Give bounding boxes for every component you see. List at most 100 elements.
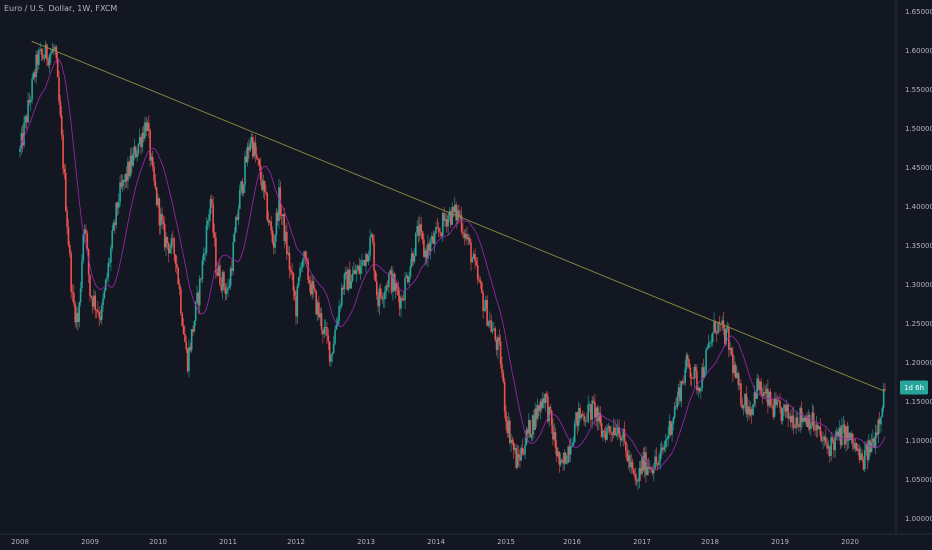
candle-body xyxy=(495,339,498,350)
candle-body xyxy=(750,409,753,415)
candle-body xyxy=(759,381,761,390)
price-axis[interactable]: 1.65000 1.60000 1.55000 1.50000 1.45000 1.400… xyxy=(905,8,932,523)
candle-body xyxy=(602,430,604,437)
candle-body xyxy=(614,427,616,436)
candle-body xyxy=(55,46,58,59)
candle-body xyxy=(119,182,121,203)
time-tick-label: 2011 xyxy=(219,538,237,546)
candle-body xyxy=(631,461,634,469)
candle-body xyxy=(818,426,820,430)
candle-body xyxy=(177,267,179,285)
candle-body xyxy=(763,392,765,397)
candle-body xyxy=(884,389,886,390)
trendline[interactable] xyxy=(31,40,886,392)
candle-body xyxy=(382,299,385,300)
candle-body xyxy=(443,213,445,222)
candle-body xyxy=(166,236,169,244)
candle-body xyxy=(784,404,787,412)
candle-body xyxy=(159,213,162,226)
candle-body xyxy=(205,225,208,253)
candle-body xyxy=(219,265,221,285)
candle-body xyxy=(212,204,214,233)
candle-body xyxy=(441,213,444,237)
candle-body xyxy=(520,447,523,461)
candle-body xyxy=(512,442,515,450)
candle-body xyxy=(150,156,153,161)
candle-body xyxy=(713,321,715,333)
candle-body xyxy=(78,302,81,322)
candle-body xyxy=(326,327,328,336)
candle-body xyxy=(811,412,814,426)
candle-body xyxy=(833,441,835,451)
candle-body xyxy=(489,320,491,322)
candle-body xyxy=(796,417,799,425)
candle-body xyxy=(649,467,651,469)
candle-body xyxy=(300,267,303,269)
candle-body xyxy=(425,250,428,259)
candle-body xyxy=(566,462,568,464)
candle-body xyxy=(345,271,347,274)
candle-body xyxy=(466,234,468,240)
candle-body xyxy=(701,367,703,389)
candle-body xyxy=(865,443,867,451)
candle-body xyxy=(517,454,520,458)
last-price-tag: 1d 6h xyxy=(900,380,928,395)
candle-body xyxy=(680,381,683,402)
candle-body xyxy=(97,310,99,312)
candle-body xyxy=(753,392,756,405)
candle-body xyxy=(155,187,158,205)
candle-body xyxy=(292,273,295,291)
candle-body xyxy=(776,400,779,405)
candle-body xyxy=(400,298,402,309)
candle-body xyxy=(131,155,133,166)
price-tick-label: 1.55000 xyxy=(905,86,932,94)
candle-body xyxy=(56,58,59,78)
candle-body xyxy=(385,285,387,292)
candle-body xyxy=(740,383,742,405)
candle-body xyxy=(744,393,746,406)
candle-body xyxy=(104,279,107,291)
candle-body xyxy=(571,445,573,447)
price-tick-label: 1.35000 xyxy=(905,242,932,250)
candle-body xyxy=(357,265,359,271)
candle-body xyxy=(803,417,806,422)
candle-body xyxy=(646,466,649,475)
candle-body xyxy=(468,237,471,243)
candle-body xyxy=(136,153,138,158)
candle-body xyxy=(231,268,233,271)
candle-body xyxy=(116,202,119,208)
candle-body xyxy=(138,137,141,144)
candle-body xyxy=(450,211,452,225)
candle-body xyxy=(123,180,125,182)
candle-body xyxy=(516,454,519,468)
candle-body xyxy=(881,407,884,417)
candle-body xyxy=(463,233,466,238)
time-axis[interactable]: 2008 2009 2010 2011 2012 2013 2014 2015 2016 2017… xyxy=(11,538,859,546)
candle-body xyxy=(98,311,100,318)
candle-body xyxy=(568,446,571,455)
time-tick-label: 2015 xyxy=(497,538,515,546)
candle-body xyxy=(192,329,194,332)
candle-body xyxy=(111,230,114,248)
candle-body xyxy=(165,236,167,248)
candle-body xyxy=(835,431,838,436)
candle-body xyxy=(154,180,157,188)
candle-body xyxy=(810,425,812,430)
candle-body xyxy=(563,452,566,464)
candles xyxy=(19,40,886,490)
candle-body xyxy=(535,408,538,419)
candle-body xyxy=(816,424,819,430)
candle-body xyxy=(349,269,351,289)
candle-body xyxy=(760,381,762,395)
candle-body xyxy=(412,253,414,262)
candle-body xyxy=(501,364,503,373)
candle-body xyxy=(558,451,561,465)
price-tick-label: 1.40000 xyxy=(905,203,932,211)
candle-body xyxy=(284,231,287,242)
candle-body xyxy=(23,122,25,146)
candle-body xyxy=(77,312,79,322)
candle-body xyxy=(392,273,394,292)
candle-body xyxy=(845,426,847,445)
last-price-tag-label: 1d 6h xyxy=(904,384,924,392)
